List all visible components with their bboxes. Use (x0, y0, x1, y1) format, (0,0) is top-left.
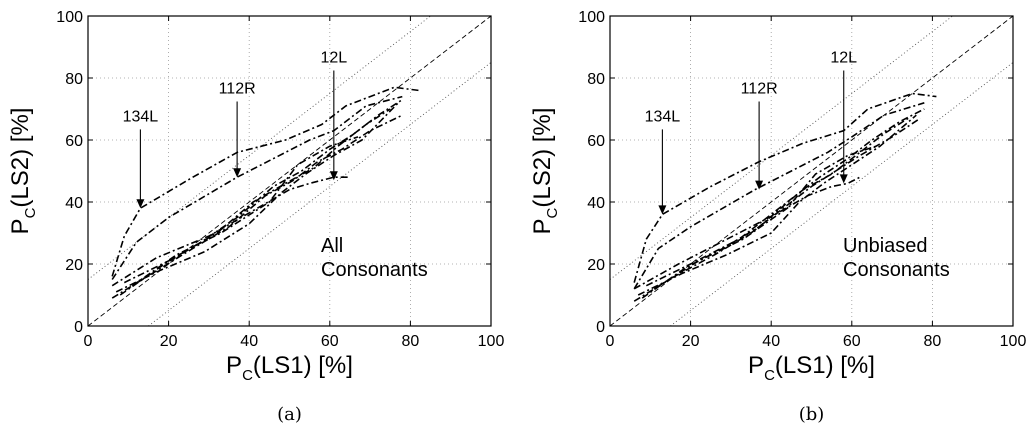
series-line-4 (115, 102, 399, 293)
y-tick-label: 60 (587, 133, 605, 150)
annotation-arrow-head (658, 205, 667, 215)
offset-dotted-line (670, 62, 1013, 326)
x-tick-label: 40 (762, 333, 780, 350)
x-tick-label: 60 (843, 333, 861, 350)
offset-dotted-line (148, 62, 491, 326)
y-axis-label: PC(LS2) [%] (529, 108, 561, 235)
reference-lines (88, 16, 491, 326)
annotation-arrow-head (233, 168, 242, 178)
x-tick-label: 20 (682, 333, 700, 350)
chart-panel-b: 0 20 40 60 80 100 0 20 40 60 80 100 PC(LS1) [%] PC(LS… (529, 9, 1026, 425)
y-tick-label: 100 (56, 9, 83, 26)
x-tick-label: 0 (606, 333, 615, 350)
series-line-2 (111, 95, 403, 280)
x-tick-label: 60 (321, 333, 339, 350)
annotation-arrow-head (329, 171, 338, 181)
annotation-label: 112R (219, 81, 256, 98)
series-line-3 (633, 176, 861, 290)
y-tick-label: 20 (587, 257, 605, 274)
x-tick-label: 100 (1000, 333, 1027, 350)
x-tick-label: 40 (240, 333, 258, 350)
x-axis-label: PC(LS1) [%] (748, 352, 875, 384)
diagonal-dashed-line (88, 16, 491, 326)
axes-frame (609, 15, 1014, 327)
series-line-3 (111, 176, 350, 287)
y-tick-label: 100 (578, 9, 605, 26)
x-tick-label: 80 (924, 333, 942, 350)
x-tick-label: 0 (84, 333, 93, 350)
series-line-7 (633, 117, 921, 302)
series-line-6 (123, 108, 391, 284)
panel-caption-b: (b) (799, 404, 825, 425)
annotation-arrow-head (755, 180, 764, 190)
panel-description-label: Unbiased (843, 235, 928, 257)
x-axis-label: PC(LS1) [%] (226, 352, 353, 384)
annotation-label: 12L (320, 50, 347, 67)
panel-description-label: All (321, 235, 343, 257)
y-tick-label: 20 (65, 257, 83, 274)
y-tick-label: 40 (587, 195, 605, 212)
annotation-label: 12L (830, 50, 857, 67)
series-line-8 (653, 145, 877, 290)
panel-description-label: Consonants (321, 259, 428, 281)
annotation-label: 112R (741, 81, 778, 98)
x-tick-label: 20 (160, 333, 178, 350)
x-tick-label: 100 (478, 333, 505, 350)
chart-panel-a: 0 20 40 60 80 100 0 20 40 60 80 100 PC(LS1) [%] PC(LS… (7, 9, 504, 425)
y-tick-label: 80 (587, 71, 605, 88)
annotation-label: 134L (123, 108, 159, 125)
panel-caption-a: (a) (277, 404, 302, 425)
series-line-8 (131, 136, 359, 287)
y-tick-label: 0 (74, 319, 83, 336)
x-tick-label: 80 (402, 333, 420, 350)
series-line-7 (111, 114, 403, 299)
annotation-label: 134L (645, 108, 681, 125)
y-axis-label: PC(LS2) [%] (7, 108, 39, 235)
panel-description-label: Consonants (843, 259, 950, 281)
y-tick-label: 40 (65, 195, 83, 212)
series-line-1 (633, 92, 937, 283)
y-tick-label: 0 (596, 319, 605, 336)
annotation-arrow-head (136, 199, 145, 209)
y-tick-label: 80 (65, 71, 83, 88)
series-line-1 (111, 86, 419, 277)
series-group (633, 92, 937, 302)
series-group (111, 86, 419, 299)
annotation-arrow-head (839, 174, 848, 184)
series-line-2 (633, 102, 925, 290)
series-line-4 (637, 114, 917, 296)
y-tick-label: 60 (65, 133, 83, 150)
axes-frame (87, 15, 492, 327)
